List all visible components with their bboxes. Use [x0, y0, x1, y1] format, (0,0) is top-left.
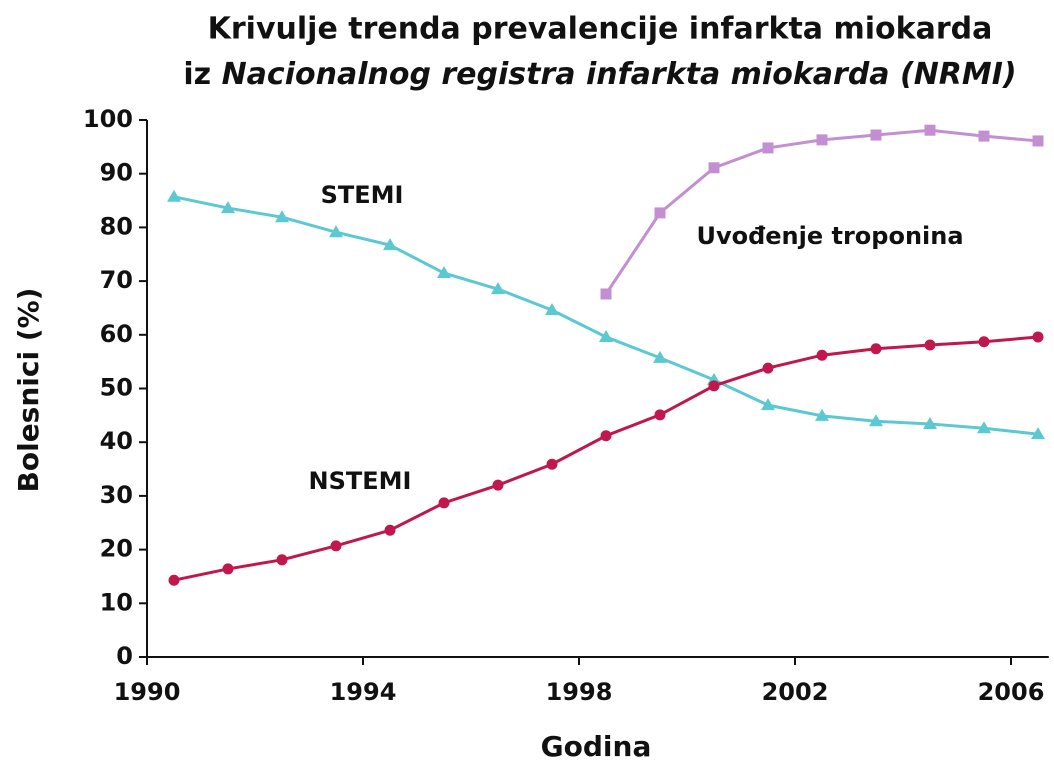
- marker: [600, 430, 612, 442]
- marker: [221, 201, 235, 214]
- chart-title: Krivulje trenda prevalencije infarkta mi…: [208, 12, 993, 47]
- y-tick-label: 10: [100, 588, 133, 616]
- marker: [870, 343, 882, 355]
- y-tick-label: 0: [116, 642, 133, 670]
- y-tick-label: 100: [83, 105, 133, 133]
- marker: [437, 266, 451, 279]
- marker: [599, 329, 613, 342]
- marker: [275, 210, 289, 223]
- y-axis-label: Bolesnici (%): [12, 288, 45, 493]
- marker: [978, 130, 990, 142]
- series-label: Uvođenje troponina: [696, 222, 963, 250]
- marker: [384, 524, 396, 536]
- marker: [438, 497, 450, 509]
- marker: [653, 350, 667, 363]
- series-line: [173, 335, 1039, 582]
- y-tick-label: 50: [100, 374, 133, 402]
- x-tick-label: 1994: [330, 678, 397, 706]
- marker: [1031, 427, 1045, 440]
- marker: [1032, 331, 1044, 343]
- marker: [654, 409, 666, 421]
- y-tick-label: 80: [100, 212, 133, 240]
- marker: [815, 408, 829, 421]
- series-label: NSTEMI: [309, 467, 412, 495]
- x-tick-label: 2006: [978, 678, 1045, 706]
- marker: [167, 189, 181, 202]
- marker: [491, 282, 505, 295]
- marker: [545, 303, 559, 316]
- x-tick-label: 2002: [762, 678, 829, 706]
- marker: [492, 479, 504, 491]
- x-tick-label: 1990: [114, 678, 181, 706]
- chart-title: iz Nacionalnog registra infarkta miokard…: [183, 57, 1016, 92]
- marker: [329, 225, 343, 238]
- y-tick-label: 60: [100, 320, 133, 348]
- y-tick-label: 40: [100, 427, 133, 455]
- marker: [761, 398, 775, 411]
- series-line: [604, 128, 1039, 295]
- marker: [1032, 135, 1044, 147]
- marker: [924, 124, 936, 136]
- marker: [383, 238, 397, 251]
- marker: [923, 416, 937, 429]
- marker: [977, 421, 991, 434]
- marker: [654, 207, 666, 219]
- y-tick-label: 30: [100, 481, 133, 509]
- series-label: STEMI: [321, 181, 404, 209]
- x-tick-label: 1998: [546, 678, 613, 706]
- marker: [869, 414, 883, 427]
- marker: [816, 349, 828, 361]
- marker: [222, 563, 234, 575]
- y-tick-label: 90: [100, 159, 133, 187]
- y-tick-label: 20: [100, 535, 133, 563]
- marker: [870, 129, 882, 141]
- marker: [600, 288, 612, 300]
- y-tick-label: 70: [100, 266, 133, 294]
- marker: [276, 554, 288, 566]
- marker: [816, 134, 828, 146]
- title-part: Nacionalnog registra infarkta miokarda (…: [222, 57, 1017, 92]
- marker: [708, 162, 720, 174]
- marker: [168, 574, 180, 586]
- marker: [330, 540, 342, 552]
- marker: [708, 380, 720, 392]
- marker: [762, 142, 774, 154]
- x-axis-label: Godina: [541, 730, 652, 763]
- marker: [762, 362, 774, 374]
- marker: [978, 336, 990, 348]
- marker: [924, 339, 936, 351]
- marker: [546, 458, 558, 470]
- title-part: iz: [183, 57, 211, 92]
